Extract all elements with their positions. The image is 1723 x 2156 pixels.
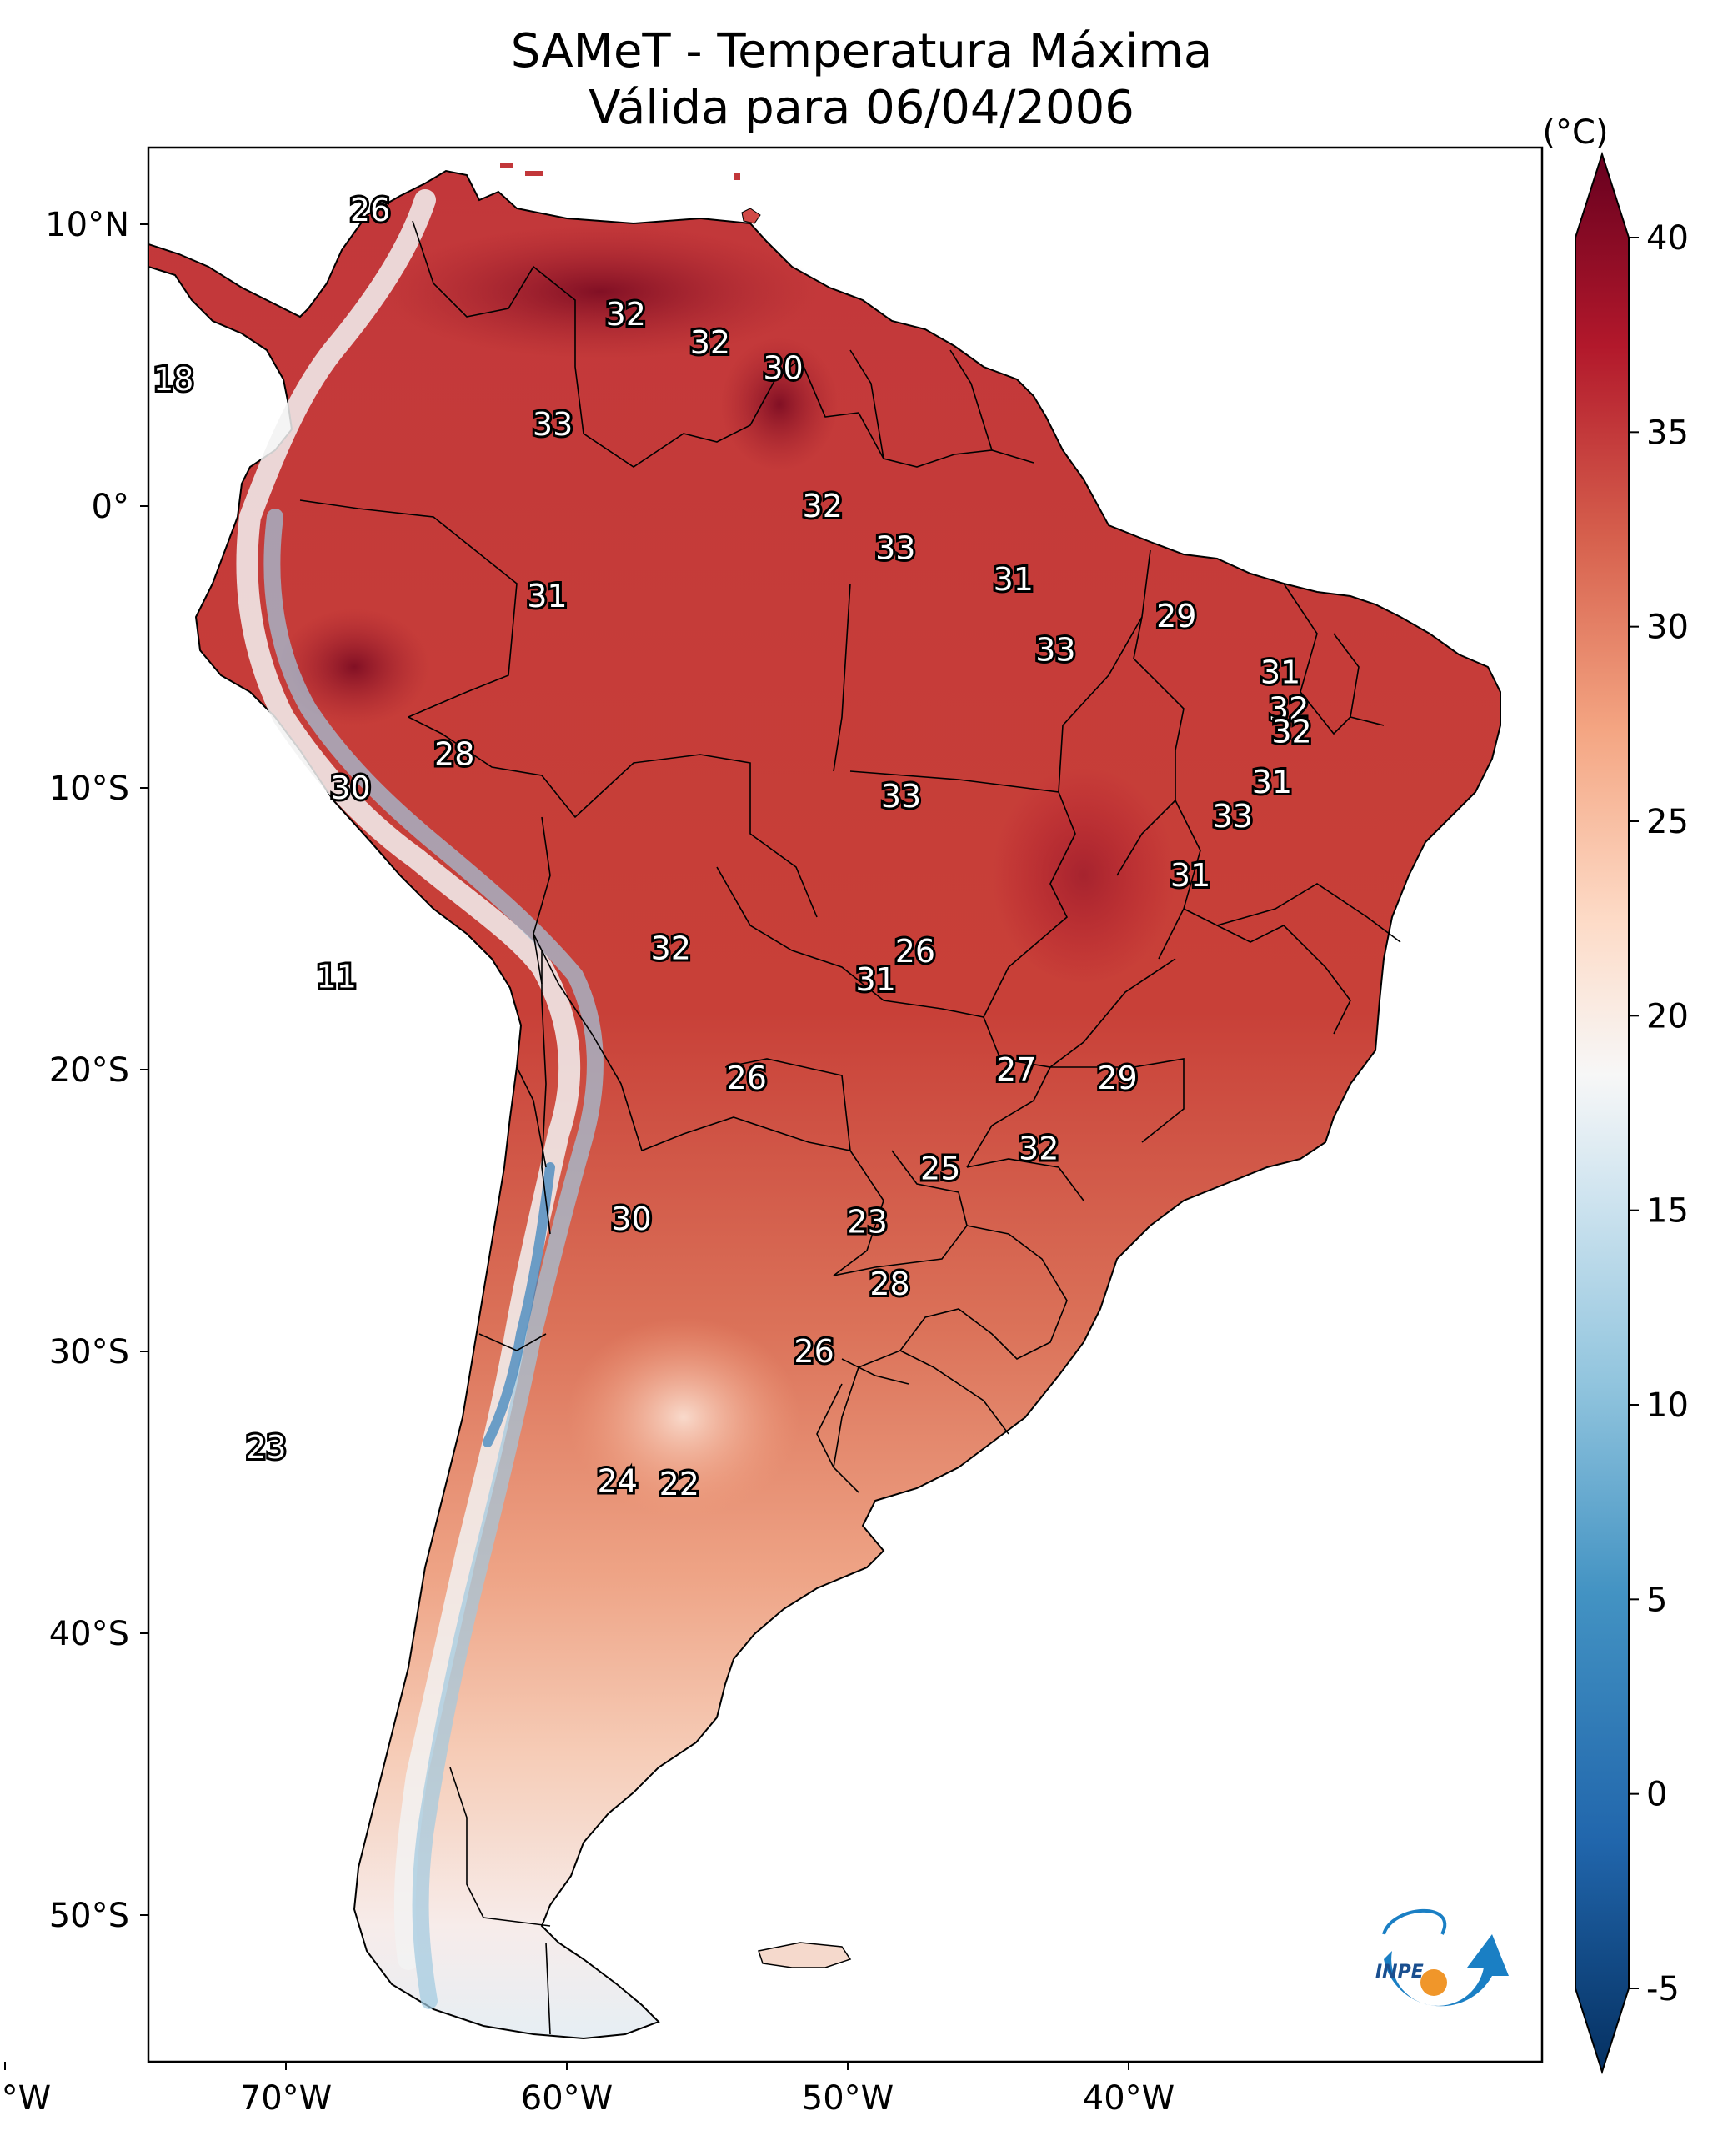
colorbar [1575, 151, 1630, 2075]
colorbar-tick-label: 30 [1646, 609, 1689, 647]
cool-region-pampas [567, 1317, 800, 1517]
temperature-value-label: 33 [533, 406, 573, 443]
temperature-value-label: 31 [1170, 857, 1210, 894]
temperature-value-label: 30 [763, 349, 803, 386]
country-borders [299, 220, 1401, 2035]
temperature-value-label: 25 [920, 1150, 960, 1186]
hot-region-roraima [721, 338, 838, 471]
andes-coldest-core [483, 1162, 555, 1447]
temperature-value-label: 33 [1213, 798, 1253, 835]
temperature-value-label: 23 [847, 1204, 887, 1241]
inpe-logo-sun-icon [1420, 1969, 1447, 1996]
lat-tick-label: 10°N [45, 206, 129, 244]
colorbar-tick-label: 5 [1646, 1581, 1667, 1619]
lon-tick-label: 80°W [0, 2079, 51, 2118]
lat-tick-label: 10°S [49, 770, 129, 808]
temperature-value-label: 30 [611, 1201, 651, 1237]
temperature-value-label: 28 [434, 735, 474, 772]
lon-tick-label: 70°W [240, 2079, 332, 2118]
colorbar-tick-label: -5 [1646, 1970, 1680, 2008]
temperature-value-label: 26 [350, 192, 390, 228]
caribbean-island-2 [500, 163, 513, 168]
colorbar-tick-label: 35 [1646, 414, 1689, 452]
longitude-axis: 80°W 70°W 60°W 50°W 40°W [0, 2062, 1175, 2118]
inpe-logo-orbit-icon [1382, 1908, 1446, 1935]
map-title-line-1: SAMeT - Temperatura Máxima [510, 24, 1213, 78]
hot-region-peru [279, 609, 429, 725]
lat-tick-label: 20°S [49, 1051, 129, 1090]
temperature-value-label: 29 [1156, 598, 1196, 634]
colorbar-unit: (°C) [1542, 113, 1608, 152]
temperature-value-labels: 2618193232303332333129313331323231332830… [24, 189, 1315, 1505]
inpe-logo-arc-icon [1384, 1934, 1509, 2007]
lat-tick-label: 50°S [49, 1897, 129, 1935]
temperature-value-label: 32 [1271, 713, 1311, 750]
hot-region-central-brazil [992, 767, 1175, 984]
temperature-value-label: 11 [317, 959, 357, 995]
temperature-value-label: 32 [606, 296, 646, 333]
temperature-value-label: 32 [651, 930, 691, 967]
temperature-value-label: 31 [994, 561, 1034, 598]
temperature-value-label: 26 [895, 933, 935, 970]
temperature-value-label: 30 [330, 770, 370, 806]
temperature-value-label: 32 [1019, 1131, 1059, 1167]
temperature-value-label: 24 [598, 1463, 638, 1500]
colorbar-tick-label: 0 [1646, 1776, 1667, 1814]
temperature-value-label: 18 [153, 361, 193, 398]
temperature-value-label: 26 [794, 1333, 834, 1370]
hot-region-venezuela [383, 225, 817, 358]
latitude-axis: 10°N 0° 10°S 20°S 30°S 40°S 50°S [45, 206, 148, 1935]
inpe-logo-text: INPE [1375, 1962, 1424, 1983]
temperature-value-label: 31 [527, 578, 567, 614]
temperature-value-label: 23 [246, 1429, 286, 1466]
temperature-value-label: 33 [875, 530, 915, 567]
temperature-value-label: 31 [856, 961, 896, 998]
temperature-value-label: 29 [1097, 1060, 1137, 1096]
lat-tick-label: 30°S [49, 1333, 129, 1371]
falkland-islands [758, 1942, 852, 1968]
temperature-value-label: 22 [659, 1466, 699, 1502]
temperature-value-label: 31 [1260, 654, 1300, 690]
colorbar-tick-label: 15 [1646, 1192, 1689, 1231]
colorbar-ticks: 40 35 30 25 20 15 10 5 0 -5 [1629, 219, 1689, 2008]
map-title-line-2: Válida para 06/04/2006 [589, 81, 1134, 135]
lat-tick-label: 0° [92, 488, 129, 526]
temperature-value-label: 27 [996, 1051, 1036, 1088]
lon-tick-label: 60°W [521, 2079, 613, 2118]
temperature-value-label: 32 [1269, 690, 1309, 727]
temperature-value-label: 26 [27, 826, 67, 863]
temperature-value-label: 31 [1252, 764, 1292, 800]
temperature-value-label: 19 [24, 496, 64, 533]
caribbean-island-3 [525, 171, 543, 176]
colorbar-tick-label: 25 [1646, 803, 1689, 841]
temperature-value-label: 33 [1035, 631, 1075, 668]
map-plot-area: 2618193232303332333129313331323231332830… [24, 163, 1501, 2040]
temperature-value-label: 32 [690, 324, 730, 361]
andes-cold-core [263, 509, 604, 2009]
temperature-value-label: 28 [869, 1266, 909, 1302]
temperature-value-label: 32 [803, 488, 843, 524]
temperature-value-label: 26 [727, 1060, 767, 1096]
colorbar-tick-label: 20 [1646, 997, 1689, 1035]
caribbean-islands [741, 208, 761, 224]
lon-tick-label: 50°W [802, 2079, 894, 2118]
lat-tick-label: 40°S [49, 1615, 129, 1653]
temperature-value-label: 33 [881, 778, 921, 815]
caribbean-island-4 [734, 173, 740, 180]
colorbar-tick-label: 40 [1646, 219, 1689, 258]
lon-tick-label: 40°W [1083, 2079, 1175, 2118]
inpe-logo: INPE [1375, 1908, 1509, 2007]
colorbar-tick-label: 10 [1646, 1386, 1689, 1425]
